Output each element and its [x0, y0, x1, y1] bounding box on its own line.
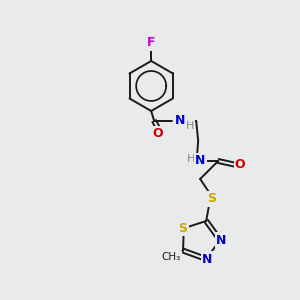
Text: O: O [153, 128, 164, 140]
Text: N: N [202, 253, 212, 266]
Text: N: N [195, 154, 206, 167]
Text: N: N [216, 233, 226, 247]
Text: F: F [147, 37, 155, 50]
Text: CH₃: CH₃ [161, 252, 181, 262]
Text: S: S [207, 193, 216, 206]
Text: S: S [178, 222, 187, 235]
Text: H: H [187, 154, 195, 164]
Text: N: N [175, 115, 185, 128]
Text: O: O [235, 158, 245, 172]
Text: H: H [186, 121, 194, 131]
